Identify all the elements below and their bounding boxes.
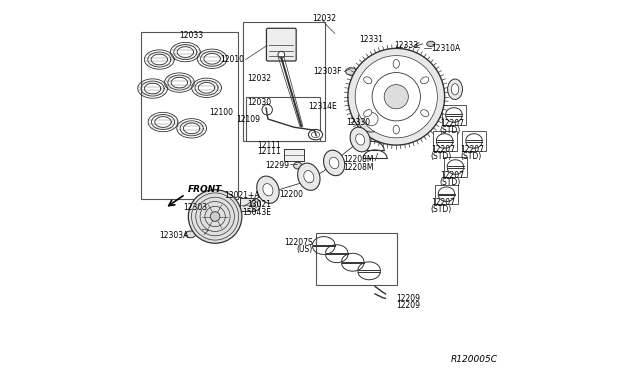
- Circle shape: [348, 48, 445, 145]
- Bar: [316, 232, 397, 285]
- Text: 13021+A: 13021+A: [224, 191, 260, 200]
- Text: 12303A: 12303A: [160, 231, 189, 240]
- Bar: [444, 157, 467, 177]
- Ellipse shape: [420, 77, 429, 84]
- Text: (STD): (STD): [431, 152, 452, 161]
- Ellipse shape: [393, 60, 399, 68]
- Text: 12314E: 12314E: [308, 102, 337, 110]
- Ellipse shape: [252, 199, 260, 211]
- Text: 12299: 12299: [266, 161, 289, 170]
- Ellipse shape: [420, 110, 429, 117]
- Ellipse shape: [186, 231, 196, 238]
- Text: 12207: 12207: [440, 171, 464, 180]
- Text: 12100: 12100: [210, 108, 234, 117]
- Bar: [240, 198, 255, 211]
- Ellipse shape: [427, 41, 435, 46]
- Text: 15043E: 15043E: [242, 208, 271, 217]
- Ellipse shape: [447, 79, 463, 100]
- Bar: [246, 97, 320, 141]
- Circle shape: [355, 55, 437, 138]
- Text: FRONT: FRONT: [188, 185, 223, 194]
- Circle shape: [188, 190, 242, 243]
- Circle shape: [262, 105, 273, 115]
- Text: 13021: 13021: [247, 200, 271, 209]
- Text: 12209: 12209: [396, 294, 420, 303]
- Bar: [284, 149, 305, 161]
- Circle shape: [372, 73, 420, 121]
- Ellipse shape: [304, 171, 314, 183]
- Ellipse shape: [346, 68, 356, 75]
- FancyBboxPatch shape: [266, 28, 296, 61]
- Text: 12207: 12207: [440, 119, 464, 128]
- Text: 12330: 12330: [346, 118, 370, 127]
- Text: 12333: 12333: [394, 41, 419, 50]
- Text: 12207S: 12207S: [284, 238, 312, 247]
- Circle shape: [358, 106, 385, 132]
- Ellipse shape: [393, 125, 399, 134]
- Text: 12200: 12200: [279, 190, 303, 199]
- Ellipse shape: [257, 176, 279, 203]
- Text: 12111: 12111: [257, 141, 281, 150]
- Text: 12331: 12331: [359, 35, 383, 44]
- Ellipse shape: [254, 202, 258, 207]
- Text: 12109: 12109: [236, 115, 260, 124]
- Ellipse shape: [330, 157, 339, 169]
- Ellipse shape: [324, 150, 345, 176]
- Circle shape: [384, 85, 408, 109]
- Text: 12310A: 12310A: [431, 44, 461, 53]
- Text: 12033: 12033: [180, 31, 204, 40]
- Circle shape: [211, 212, 220, 221]
- Text: (STD): (STD): [440, 178, 461, 187]
- Bar: [243, 22, 325, 141]
- Text: (STD): (STD): [440, 126, 461, 135]
- Text: 12303: 12303: [184, 203, 207, 212]
- Ellipse shape: [364, 110, 372, 117]
- Text: 12303F: 12303F: [313, 67, 342, 76]
- Bar: [141, 32, 238, 199]
- Text: (US): (US): [296, 245, 312, 254]
- Ellipse shape: [308, 129, 323, 140]
- Text: 12010: 12010: [220, 55, 244, 64]
- Text: 12032: 12032: [312, 14, 336, 23]
- Bar: [435, 185, 458, 204]
- Ellipse shape: [356, 134, 365, 145]
- Text: 12207: 12207: [431, 145, 455, 154]
- Text: 12209: 12209: [396, 301, 420, 310]
- Text: (STD): (STD): [461, 152, 482, 161]
- Text: 12208M: 12208M: [344, 155, 374, 164]
- Ellipse shape: [294, 162, 302, 169]
- Text: 12111: 12111: [257, 147, 281, 156]
- Text: 12030: 12030: [247, 98, 271, 107]
- Text: 12207: 12207: [461, 145, 484, 154]
- Text: R120005C: R120005C: [451, 355, 498, 364]
- Bar: [462, 131, 486, 151]
- Bar: [442, 105, 466, 125]
- Circle shape: [278, 51, 285, 58]
- Bar: [433, 131, 456, 151]
- Ellipse shape: [451, 84, 459, 95]
- Ellipse shape: [263, 184, 273, 196]
- Text: 12032: 12032: [247, 74, 271, 83]
- Text: 12208M: 12208M: [344, 163, 374, 172]
- Circle shape: [365, 112, 378, 126]
- Ellipse shape: [364, 77, 372, 84]
- Ellipse shape: [298, 163, 320, 190]
- Ellipse shape: [350, 127, 371, 152]
- Ellipse shape: [312, 132, 319, 138]
- Text: 12207: 12207: [431, 198, 455, 207]
- Text: (STD): (STD): [431, 205, 452, 214]
